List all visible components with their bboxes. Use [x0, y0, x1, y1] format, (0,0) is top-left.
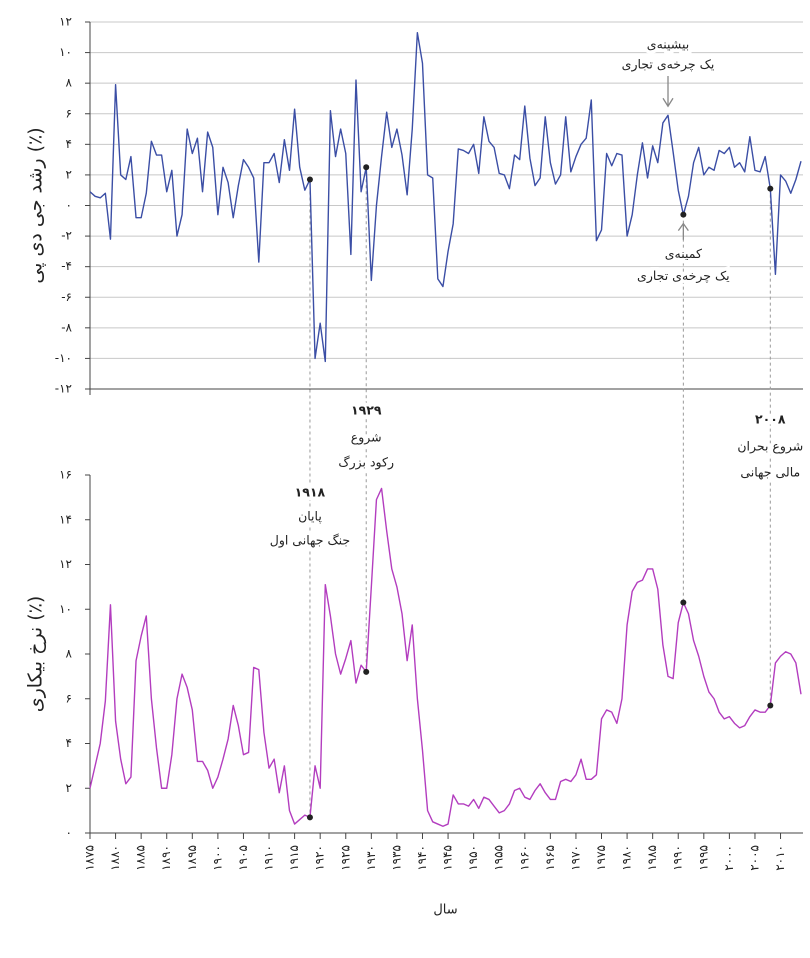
x-tick-label: ۲۰۰۰ — [722, 845, 736, 871]
event-text: شروع — [351, 430, 382, 446]
x-axis-label: سال — [433, 903, 457, 918]
x-tick-label: ۱۹۲۵ — [338, 845, 352, 871]
x-tick-label: ۱۹۶۰ — [517, 845, 531, 871]
x-tick-label: ۱۹۸۵ — [645, 845, 659, 871]
event-text: رکود بزرگ — [338, 455, 394, 471]
y-tick-label: ۲ — [66, 781, 72, 795]
data-line — [89, 32, 802, 363]
x-tick-label: ۱۹۹۰ — [671, 845, 685, 871]
event-dot — [306, 814, 313, 821]
y-tick-label: ۱۰ — [59, 45, 72, 59]
x-tick-label: ۱۹۶۵ — [543, 845, 557, 871]
y-tick-label: ۸ — [66, 76, 73, 90]
x-tick-label: ۱۹۸۰ — [620, 845, 634, 871]
event-dot — [680, 599, 687, 606]
y-tick-label: ۶ — [66, 106, 72, 120]
annotation-text: یک چرخه‌ی تجاری — [622, 57, 715, 73]
y-tick-label: ۴ — [66, 736, 72, 750]
y-tick-label: ۰ — [66, 826, 72, 840]
x-tick-label: ۱۹۰۵ — [236, 845, 250, 871]
annotation-text: کمینه‌ی — [665, 246, 702, 261]
annotation-text: یک چرخه‌ی تجاری — [637, 268, 730, 284]
y-tick-label: ۶ — [66, 691, 72, 705]
x-tick-label: ۱۹۵۰ — [466, 845, 480, 871]
x-tick-label: ۱۹۹۵ — [696, 845, 710, 871]
x-tick-label: ۱۹۲۰ — [313, 845, 327, 871]
arrow-head — [677, 222, 689, 232]
y-tick-label: -۲ — [61, 229, 72, 243]
y-tick-label: ۱۲ — [59, 15, 72, 29]
y-tick-label: ۴ — [66, 137, 72, 151]
arrow-head — [662, 97, 674, 108]
event-text: مالی جهانی — [740, 465, 800, 481]
y-tick-label: ۱۴ — [59, 512, 72, 526]
x-tick-label: ۲۰۰۵ — [747, 845, 761, 871]
event-dot — [363, 668, 370, 675]
x-tick-label: ۱۸۹۰ — [159, 845, 173, 871]
annotation-text: بیشینه‌ی — [647, 37, 689, 52]
x-tick-label: ۱۹۴۰ — [415, 845, 429, 871]
y-tick-label: ۱۶ — [59, 468, 72, 482]
x-tick-label: ۱۸۸۵ — [134, 845, 148, 871]
y-tick-label: ۸ — [66, 647, 73, 661]
y-tick-label: -۴ — [61, 259, 72, 273]
x-tick-label: ۱۸۹۵ — [185, 845, 199, 871]
x-tick-label: ۱۸۷۵ — [83, 845, 97, 871]
y-tick-label: ۱۲ — [59, 557, 72, 571]
x-tick-label: ۱۹۰۰ — [210, 845, 224, 871]
y-axis-label: نرخ بیکاری (٪) — [25, 596, 47, 713]
event-year: ۲۰۰۸ — [755, 412, 786, 427]
y-axis-label: رشد جی دی پی (٪) — [25, 127, 47, 283]
y-tick-label: ۱۰ — [59, 602, 72, 616]
event-year: ۱۹۱۸ — [295, 485, 326, 500]
x-tick-label: ۱۹۵۵ — [492, 845, 506, 871]
event-dot — [363, 164, 370, 171]
x-tick-label: ۲۰۱۰ — [773, 845, 787, 871]
x-tick-label: ۱۹۷۰ — [568, 845, 582, 871]
event-dot — [767, 702, 774, 709]
y-tick-label: ۰ — [66, 198, 72, 212]
y-tick-label: -۱۲ — [55, 382, 72, 396]
x-tick-label: ۱۹۱۰ — [262, 845, 276, 871]
event-dot — [680, 211, 687, 218]
event-dot — [306, 176, 313, 183]
x-tick-label: ۱۹۳۰ — [364, 845, 378, 871]
y-tick-label: ۲ — [66, 167, 72, 181]
y-tick-label: -۱۰ — [55, 351, 72, 365]
y-tick-label: -۸ — [61, 320, 72, 334]
x-tick-label: ۱۹۱۵ — [287, 845, 301, 871]
x-tick-label: ۱۹۷۵ — [594, 845, 608, 871]
event-text: شروع بحران — [737, 439, 803, 455]
x-tick-label: ۱۸۸۰ — [108, 845, 122, 871]
event-text: پایان — [298, 509, 322, 524]
y-tick-label: -۶ — [61, 290, 72, 304]
x-tick-label: ۱۹۴۵ — [441, 845, 455, 871]
x-tick-label: ۱۹۳۵ — [389, 845, 403, 871]
data-line — [89, 487, 802, 827]
event-dot — [767, 185, 774, 192]
event-year: ۱۹۲۹ — [351, 403, 382, 418]
event-text: جنگ جهانی اول — [270, 533, 350, 549]
